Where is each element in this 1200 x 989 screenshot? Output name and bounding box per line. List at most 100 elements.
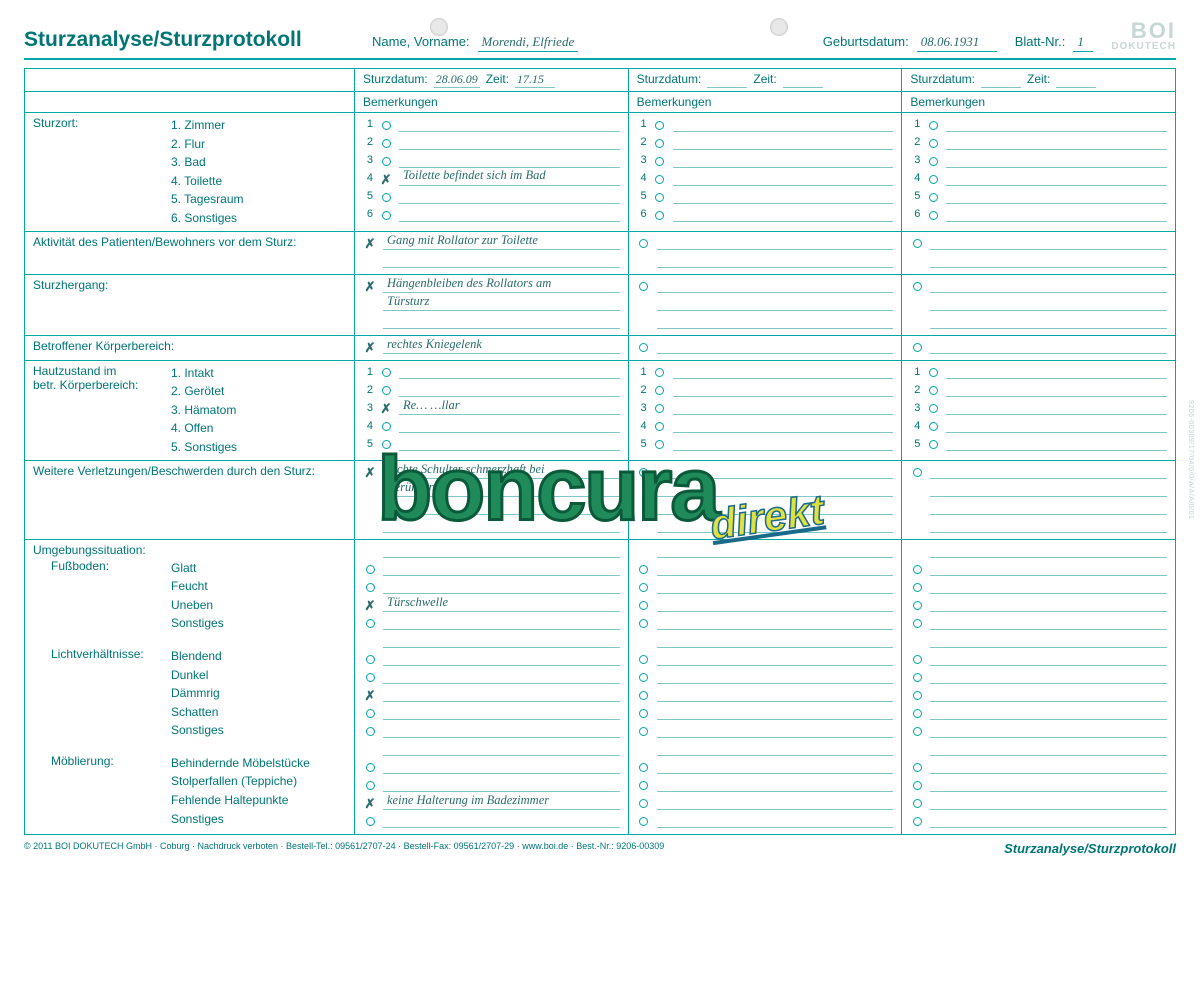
line-number: 4 bbox=[363, 170, 373, 187]
entry-line: 3✗Re… …llar bbox=[363, 400, 620, 418]
entry-underline bbox=[930, 316, 1167, 329]
data-cell: 12345 bbox=[902, 360, 1176, 460]
entry-underline bbox=[930, 725, 1167, 738]
entry-line: 2 bbox=[910, 382, 1167, 400]
checkbox-checked-icon: ✗ bbox=[379, 402, 393, 416]
checkbox-empty-icon bbox=[379, 384, 393, 398]
entry-line bbox=[910, 705, 1167, 723]
entry-underline bbox=[930, 635, 1167, 648]
entry-line: Türsturz bbox=[363, 296, 620, 314]
name-label: Name, Vorname: bbox=[372, 34, 470, 49]
bemerkungen-label: Bemerkungen bbox=[628, 92, 902, 113]
entry-underline: Türsturz bbox=[383, 298, 620, 311]
entry-line: 4 bbox=[637, 170, 894, 188]
entry-line: 5 bbox=[637, 188, 894, 206]
entry-line bbox=[910, 741, 1167, 759]
entry-line bbox=[910, 813, 1167, 831]
page-nr-field: Blatt-Nr.: 1 bbox=[1015, 34, 1094, 52]
entry-underline bbox=[399, 438, 620, 451]
checkbox-empty-icon bbox=[379, 208, 393, 222]
data-cell bbox=[902, 231, 1176, 274]
entry-underline bbox=[946, 209, 1167, 222]
row-hautzustand: Hautzustand imbetr. Körperbereich:1. Int… bbox=[25, 360, 1176, 460]
checkbox-empty-icon bbox=[926, 384, 940, 398]
option-label: Dämmrig bbox=[171, 684, 346, 703]
entry-line bbox=[363, 615, 620, 633]
data-cell bbox=[902, 274, 1176, 335]
entry-underline bbox=[930, 520, 1167, 533]
entry-line: 2 bbox=[637, 134, 894, 152]
entry-underline bbox=[657, 743, 894, 756]
entry-line: 3 bbox=[637, 400, 894, 418]
entry-underline bbox=[930, 653, 1167, 666]
row-options: 1. Zimmer2. Flur3. Bad4. Toilette5. Tage… bbox=[171, 116, 346, 228]
option-label: 5. Sonstiges bbox=[171, 438, 346, 457]
entry-underline bbox=[657, 237, 894, 250]
bemerkungen-label: Bemerkungen bbox=[902, 92, 1176, 113]
entry-underline bbox=[657, 653, 894, 666]
subsection-options: Behindernde MöbelstückeStolperfallen (Te… bbox=[171, 754, 346, 828]
checkbox-empty-icon bbox=[910, 779, 924, 793]
line-number: 1 bbox=[637, 364, 647, 381]
checkbox-empty-icon bbox=[910, 797, 924, 811]
line-number: 6 bbox=[637, 206, 647, 223]
entry-underline bbox=[930, 280, 1167, 293]
checkbox-empty-icon bbox=[926, 402, 940, 416]
checkbox-empty-icon bbox=[926, 438, 940, 452]
entry-line: ✗Gang mit Rollator zur Toilette bbox=[363, 235, 620, 253]
data-cell: ✗rechtes Kniegelenk bbox=[355, 335, 629, 360]
entry-line bbox=[910, 615, 1167, 633]
option-label: 4. Offen bbox=[171, 419, 346, 438]
entry-line: 1 bbox=[910, 116, 1167, 134]
entry-line bbox=[637, 597, 894, 615]
entry-line: 6 bbox=[363, 206, 620, 224]
entry-line: 5 bbox=[910, 188, 1167, 206]
checkbox-empty-icon bbox=[363, 617, 377, 631]
entry-line: 2 bbox=[637, 382, 894, 400]
line-number: 3 bbox=[363, 400, 373, 417]
entry-underline bbox=[930, 237, 1167, 250]
label-cell: Umgebungssituation:Fußboden:GlattFeuchtU… bbox=[25, 539, 355, 834]
line-number: 1 bbox=[363, 116, 373, 133]
entry-underline bbox=[930, 689, 1167, 702]
entry-text: Toilette befindet sich im Bad bbox=[403, 166, 546, 185]
entry-underline bbox=[657, 484, 894, 497]
entry-line bbox=[637, 687, 894, 705]
sturzdatum-label: Sturzdatum: bbox=[363, 72, 428, 86]
entry-underline: Berührung bbox=[383, 484, 620, 497]
option-label: 2. Flur bbox=[171, 135, 346, 154]
checkbox-empty-icon bbox=[926, 136, 940, 150]
row-weitere: Weitere Verletzungen/Beschwerden durch d… bbox=[25, 460, 1176, 539]
entry-underline bbox=[946, 402, 1167, 415]
entry-line: 3 bbox=[910, 152, 1167, 170]
entry-underline bbox=[657, 725, 894, 738]
page-footer: © 2011 BOI DOKUTECH GmbH · Coburg · Nach… bbox=[24, 841, 1176, 856]
entry-line: 3 bbox=[910, 400, 1167, 418]
checkbox-empty-icon bbox=[910, 725, 924, 739]
data-cell: 123456 bbox=[628, 113, 902, 232]
entry-line bbox=[910, 597, 1167, 615]
row-sturzhergang: Sturzhergang:✗Hängenbleiben des Rollator… bbox=[25, 274, 1176, 335]
punch-hole-left bbox=[430, 18, 448, 36]
checkbox-empty-icon bbox=[637, 761, 651, 775]
line-number: 4 bbox=[363, 418, 373, 435]
checkbox-empty-icon bbox=[910, 761, 924, 775]
entry-line bbox=[910, 777, 1167, 795]
entry-underline bbox=[657, 689, 894, 702]
checkbox-empty-icon bbox=[926, 366, 940, 380]
data-cell bbox=[902, 539, 1176, 834]
entry-line bbox=[363, 759, 620, 777]
checkbox-empty-icon bbox=[926, 420, 940, 434]
checkbox-empty-icon bbox=[910, 617, 924, 631]
zeit-value: 17.15 bbox=[515, 72, 555, 88]
side-code: 9206-00309/17/04/0/0/A/A/A/0/01 bbox=[1187, 400, 1194, 519]
subsection-label: Fußboden: bbox=[33, 559, 163, 633]
entry-underline bbox=[946, 155, 1167, 168]
subsection-label: Lichtverhältnisse: bbox=[33, 647, 163, 740]
entry-text: Hängenbleiben des Rollators am bbox=[387, 274, 551, 293]
entry-text: Türschwelle bbox=[387, 593, 448, 612]
line-number: 1 bbox=[363, 364, 373, 381]
entry-underline bbox=[657, 341, 894, 354]
entry-line bbox=[910, 314, 1167, 332]
entry-text: rechtes Kniegelenk bbox=[387, 335, 482, 354]
